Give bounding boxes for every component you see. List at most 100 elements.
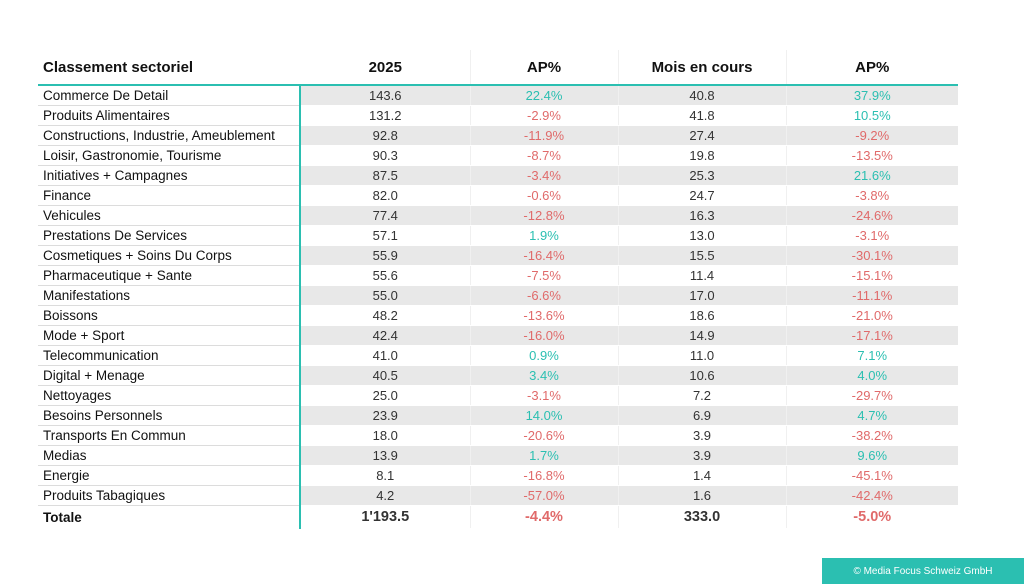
cell-current-month: 6.9 bbox=[617, 405, 786, 426]
table-row: Nettoyages 25.0 -3.1% 7.2 -29.7% bbox=[38, 385, 958, 406]
cell-ap-percent-year: -3.1% bbox=[469, 385, 618, 406]
cell-sector: Loisir, Gastronomie, Tourisme bbox=[38, 145, 301, 166]
cell-2025: 48.2 bbox=[299, 305, 470, 326]
cell-sector: Prestations De Services bbox=[38, 225, 301, 246]
copyright-badge: © Media Focus Schweiz GmbH bbox=[822, 558, 1024, 584]
cell-ap-percent-month: 7.1% bbox=[785, 345, 958, 366]
table-row: Prestations De Services 57.1 1.9% 13.0 -3.1% bbox=[38, 225, 958, 246]
table-row: Boissons 48.2 -13.6% 18.6 -21.0% bbox=[38, 305, 958, 326]
cell-2025: 55.9 bbox=[299, 245, 470, 266]
cell-2025: 87.5 bbox=[299, 165, 470, 186]
cell-ap-percent-month: 4.7% bbox=[785, 405, 958, 426]
cell-current-month: 17.0 bbox=[617, 285, 786, 306]
cell-ap-percent-month: 10.5% bbox=[785, 105, 958, 126]
cell-ap-percent-year: -12.8% bbox=[469, 205, 618, 226]
cell-current-month: 333.0 bbox=[617, 505, 786, 529]
table-row: Commerce De Detail 143.6 22.4% 40.8 37.9% bbox=[38, 85, 958, 106]
cell-2025: 92.8 bbox=[299, 125, 470, 146]
cell-sector: Produits Alimentaires bbox=[38, 105, 301, 126]
table-row: Transports En Commun 18.0 -20.6% 3.9 -38.2% bbox=[38, 425, 958, 446]
cell-ap-percent-month: -9.2% bbox=[785, 125, 958, 146]
table-row: Digital + Menage 40.5 3.4% 10.6 4.0% bbox=[38, 365, 958, 386]
cell-ap-percent-year: -20.6% bbox=[469, 425, 618, 446]
cell-2025: 40.5 bbox=[299, 365, 470, 386]
cell-2025: 77.4 bbox=[299, 205, 470, 226]
cell-2025: 18.0 bbox=[299, 425, 470, 446]
cell-ap-percent-month: -17.1% bbox=[785, 325, 958, 346]
cell-sector: Initiatives + Campagnes bbox=[38, 165, 301, 186]
cell-ap-percent-year: -16.8% bbox=[469, 465, 618, 486]
cell-ap-percent-year: -16.0% bbox=[469, 325, 618, 346]
cell-sector: Constructions, Industrie, Ameublement bbox=[38, 125, 301, 146]
cell-sector: Produits Tabagiques bbox=[38, 485, 301, 506]
cell-2025: 4.2 bbox=[299, 485, 470, 506]
cell-ap-percent-month: 9.6% bbox=[785, 445, 958, 466]
cell-ap-percent-month: -42.4% bbox=[785, 485, 958, 506]
table-row: Besoins Personnels 23.9 14.0% 6.9 4.7% bbox=[38, 405, 958, 426]
cell-ap-percent-month: -24.6% bbox=[785, 205, 958, 226]
cell-sector: Boissons bbox=[38, 305, 301, 326]
sector-ranking-table-container: Classement sectoriel 2025 AP% Mois en co… bbox=[38, 50, 958, 529]
cell-ap-percent-month: -11.1% bbox=[785, 285, 958, 306]
cell-ap-percent-month: -15.1% bbox=[785, 265, 958, 286]
cell-ap-percent-year: -11.9% bbox=[469, 125, 618, 146]
cell-2025: 82.0 bbox=[299, 185, 470, 206]
cell-2025: 143.6 bbox=[299, 85, 470, 106]
cell-ap-percent-year: 1.7% bbox=[469, 445, 618, 466]
cell-current-month: 11.0 bbox=[617, 345, 786, 366]
table-header-row: Classement sectoriel 2025 AP% Mois en co… bbox=[38, 50, 958, 86]
cell-ap-percent-year: -7.5% bbox=[469, 265, 618, 286]
cell-ap-percent-month: 4.0% bbox=[785, 365, 958, 386]
cell-sector: Medias bbox=[38, 445, 301, 466]
table-row: Manifestations 55.0 -6.6% 17.0 -11.1% bbox=[38, 285, 958, 306]
cell-ap-percent-month: -29.7% bbox=[785, 385, 958, 406]
table-row: Medias 13.9 1.7% 3.9 9.6% bbox=[38, 445, 958, 466]
header-2025: 2025 bbox=[299, 50, 470, 86]
cell-2025: 1'193.5 bbox=[299, 505, 470, 529]
table-row: Loisir, Gastronomie, Tourisme 90.3 -8.7% 19… bbox=[38, 145, 958, 166]
cell-2025: 90.3 bbox=[299, 145, 470, 166]
table-row: Cosmetiques + Soins Du Corps 55.9 -16.4% 15… bbox=[38, 245, 958, 266]
header-ap-percent-month: AP% bbox=[785, 50, 958, 86]
header-current-month: Mois en cours bbox=[617, 50, 786, 86]
cell-current-month: 14.9 bbox=[617, 325, 786, 346]
cell-sector: Besoins Personnels bbox=[38, 405, 301, 426]
cell-ap-percent-year: 0.9% bbox=[469, 345, 618, 366]
table-row: Finance 82.0 -0.6% 24.7 -3.8% bbox=[38, 185, 958, 206]
table-row: Pharmaceutique + Sante 55.6 -7.5% 11.4 -15.1… bbox=[38, 265, 958, 286]
cell-2025: 131.2 bbox=[299, 105, 470, 126]
cell-ap-percent-month: -13.5% bbox=[785, 145, 958, 166]
cell-current-month: 19.8 bbox=[617, 145, 786, 166]
cell-current-month: 18.6 bbox=[617, 305, 786, 326]
cell-current-month: 40.8 bbox=[617, 85, 786, 106]
total-row: Totale 1'193.5 -4.4% 333.0 -5.0% bbox=[38, 505, 958, 529]
cell-ap-percent-year: -16.4% bbox=[469, 245, 618, 266]
cell-sector: Telecommunication bbox=[38, 345, 301, 366]
cell-ap-percent-month: -45.1% bbox=[785, 465, 958, 486]
cell-ap-percent-year: 1.9% bbox=[469, 225, 618, 246]
cell-sector: Totale bbox=[38, 505, 301, 529]
cell-current-month: 25.3 bbox=[617, 165, 786, 186]
table-row: Produits Alimentaires 131.2 -2.9% 41.8 10.5% bbox=[38, 105, 958, 126]
cell-current-month: 16.3 bbox=[617, 205, 786, 226]
cell-ap-percent-year: -6.6% bbox=[469, 285, 618, 306]
sector-ranking-table: Classement sectoriel 2025 AP% Mois en co… bbox=[38, 50, 958, 529]
cell-sector: Pharmaceutique + Sante bbox=[38, 265, 301, 286]
table-body: Commerce De Detail 143.6 22.4% 40.8 37.9% Pro… bbox=[38, 85, 958, 529]
header-sector: Classement sectoriel bbox=[38, 50, 300, 86]
cell-ap-percent-year: -4.4% bbox=[469, 505, 618, 529]
cell-ap-percent-year: 14.0% bbox=[469, 405, 618, 426]
cell-2025: 42.4 bbox=[299, 325, 470, 346]
cell-ap-percent-month: -38.2% bbox=[785, 425, 958, 446]
cell-ap-percent-year: -8.7% bbox=[469, 145, 618, 166]
cell-sector: Commerce De Detail bbox=[38, 85, 301, 106]
cell-2025: 57.1 bbox=[299, 225, 470, 246]
cell-2025: 55.0 bbox=[299, 285, 470, 306]
cell-sector: Finance bbox=[38, 185, 301, 206]
cell-sector: Mode + Sport bbox=[38, 325, 301, 346]
cell-current-month: 11.4 bbox=[617, 265, 786, 286]
cell-sector: Digital + Menage bbox=[38, 365, 301, 386]
cell-current-month: 10.6 bbox=[617, 365, 786, 386]
table-row: Energie 8.1 -16.8% 1.4 -45.1% bbox=[38, 465, 958, 486]
cell-current-month: 15.5 bbox=[617, 245, 786, 266]
